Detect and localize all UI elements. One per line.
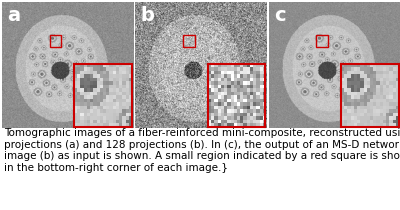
Text: a: a bbox=[7, 6, 20, 25]
Text: Tomographic images of a fiber-reinforced mini-composite, reconstructed using 102: Tomographic images of a fiber-reinforced… bbox=[4, 128, 400, 173]
Bar bbox=[316, 35, 328, 46]
Text: c: c bbox=[274, 6, 286, 25]
Bar bbox=[183, 35, 195, 46]
Bar bbox=[50, 35, 62, 46]
Text: b: b bbox=[140, 6, 154, 25]
